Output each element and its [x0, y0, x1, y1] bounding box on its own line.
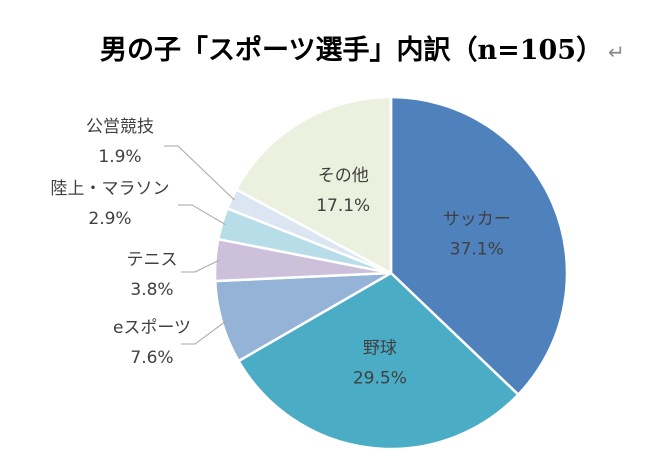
- slice-value-3: 3.8%: [130, 280, 173, 300]
- leader-line-4: [178, 204, 226, 226]
- leader-line-2: [181, 321, 226, 345]
- slice-label-5: 公営競技: [86, 117, 154, 137]
- slice-label-1: 野球: [363, 339, 397, 359]
- slice-value-6: 17.1%: [316, 196, 370, 216]
- paragraph-return-icon: ↵: [608, 40, 625, 64]
- slice-label-4: 陸上・マラソン: [51, 179, 170, 199]
- leader-line-5: [164, 145, 235, 201]
- pie-slices: [213, 95, 569, 451]
- slice-label-2: eスポーツ: [113, 318, 191, 338]
- slice-label-6: その他: [318, 166, 369, 186]
- slice-0: [389, 95, 569, 397]
- slice-value-4: 2.9%: [88, 209, 131, 229]
- chart-title: 男の子「スポーツ選手」内訳（n=105）: [100, 34, 603, 66]
- slice-value-5: 1.9%: [98, 147, 141, 167]
- slice-labels: サッカー 37.1% 野球 29.5% eスポーツ 7.6% テニス 3.8% 陸上・マラソン 2…: [51, 117, 511, 389]
- slice-6: [234, 95, 393, 276]
- slice-value-0: 37.1%: [450, 239, 504, 259]
- slice-1: [236, 271, 521, 451]
- leader-lines: [164, 145, 235, 345]
- slice-label-0: サッカー: [443, 209, 511, 229]
- slice-value-2: 7.6%: [130, 348, 173, 368]
- leader-line-3: [181, 259, 220, 273]
- slice-value-1: 29.5%: [353, 369, 407, 389]
- slice-label-3: テニス: [127, 250, 178, 270]
